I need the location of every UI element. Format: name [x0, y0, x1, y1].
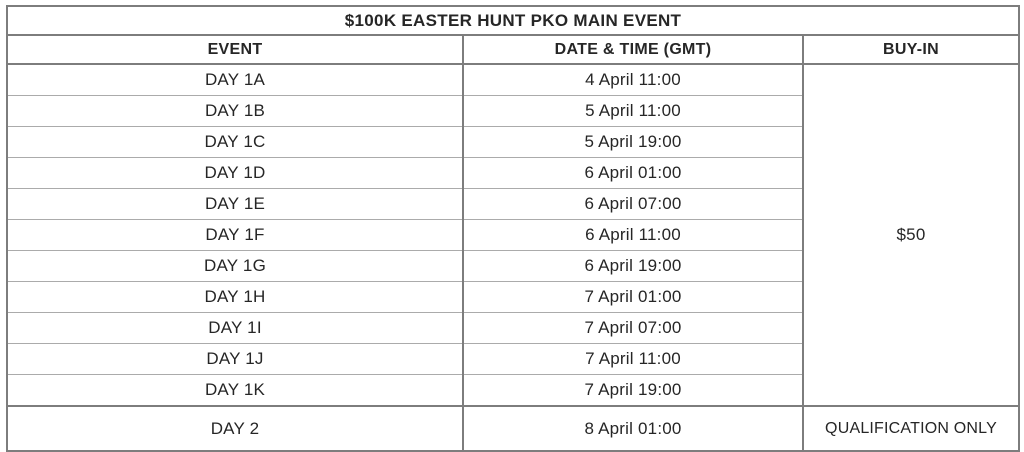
schedule-table-container: $100K EASTER HUNT PKO MAIN EVENT EVENT D… [6, 5, 1021, 452]
event-cell: DAY 1I [7, 312, 463, 344]
tournament-schedule-table: $100K EASTER HUNT PKO MAIN EVENT EVENT D… [6, 5, 1021, 452]
table-header-row: EVENT DATE & TIME (GMT) BUY-IN [7, 35, 1020, 65]
datetime-cell: 4 April 11:00 [462, 63, 803, 96]
table-title-row: $100K EASTER HUNT PKO MAIN EVENT [7, 6, 1020, 36]
table-row: DAY 1H 7 April 01:00 [7, 281, 1019, 313]
table-row: DAY 1C 5 April 19:00 [7, 126, 1019, 158]
table-row-day2: DAY 2 8 April 01:00 QUALIFICATION ONLY [7, 405, 1020, 451]
datetime-cell: 5 April 11:00 [462, 95, 803, 127]
event-cell: DAY 1B [7, 95, 463, 127]
table-row: DAY 1J 7 April 11:00 [7, 343, 1019, 375]
table-row: DAY 1A 4 April 11:00 $50 [7, 63, 1020, 406]
event-cell: DAY 1J [7, 343, 463, 375]
event-cell: DAY 1K [7, 374, 463, 406]
event-cell: DAY 1D [7, 157, 463, 189]
column-header-event: EVENT [7, 35, 463, 65]
datetime-cell: 7 April 07:00 [462, 312, 803, 344]
datetime-cell: 5 April 19:00 [462, 126, 803, 158]
table-row: DAY 1B 5 April 11:00 [7, 95, 1019, 127]
event-cell: DAY 1E [7, 188, 463, 220]
table-row: DAY 1K 7 April 19:00 [7, 374, 1019, 406]
event-cell: DAY 1G [7, 250, 463, 282]
datetime-cell: 7 April 19:00 [462, 374, 803, 406]
table-row: DAY 1I 7 April 07:00 [7, 312, 1019, 344]
event-cell: DAY 1C [7, 126, 463, 158]
column-header-buyin: BUY-IN [801, 35, 1020, 65]
table-row: DAY 1F 6 April 11:00 [7, 219, 1019, 251]
column-header-datetime: DATE & TIME (GMT) [462, 35, 803, 65]
day1-body: DAY 1A 4 April 11:00 $50 DAY 1B 5 April 11:0… [7, 63, 1020, 406]
datetime-cell: 8 April 01:00 [462, 405, 803, 451]
event-cell: DAY 1A [7, 63, 463, 96]
buyin-merged-cell: $50 [801, 63, 1020, 406]
table-title: $100K EASTER HUNT PKO MAIN EVENT [7, 6, 1020, 36]
datetime-cell: 6 April 11:00 [462, 219, 803, 251]
buyin-cell: QUALIFICATION ONLY [801, 405, 1020, 451]
datetime-cell: 6 April 19:00 [462, 250, 803, 282]
table-row: DAY 1G 6 April 19:00 [7, 250, 1019, 282]
day2-body: DAY 2 8 April 01:00 QUALIFICATION ONLY [7, 405, 1020, 451]
datetime-cell: 7 April 01:00 [462, 281, 803, 313]
datetime-cell: 7 April 11:00 [462, 343, 803, 375]
table-row: DAY 1E 6 April 07:00 [7, 188, 1019, 220]
datetime-cell: 6 April 01:00 [462, 157, 803, 189]
event-cell: DAY 2 [7, 405, 463, 451]
event-cell: DAY 1H [7, 281, 463, 313]
event-cell: DAY 1F [7, 219, 463, 251]
datetime-cell: 6 April 07:00 [462, 188, 803, 220]
table-row: DAY 1D 6 April 01:00 [7, 157, 1019, 189]
